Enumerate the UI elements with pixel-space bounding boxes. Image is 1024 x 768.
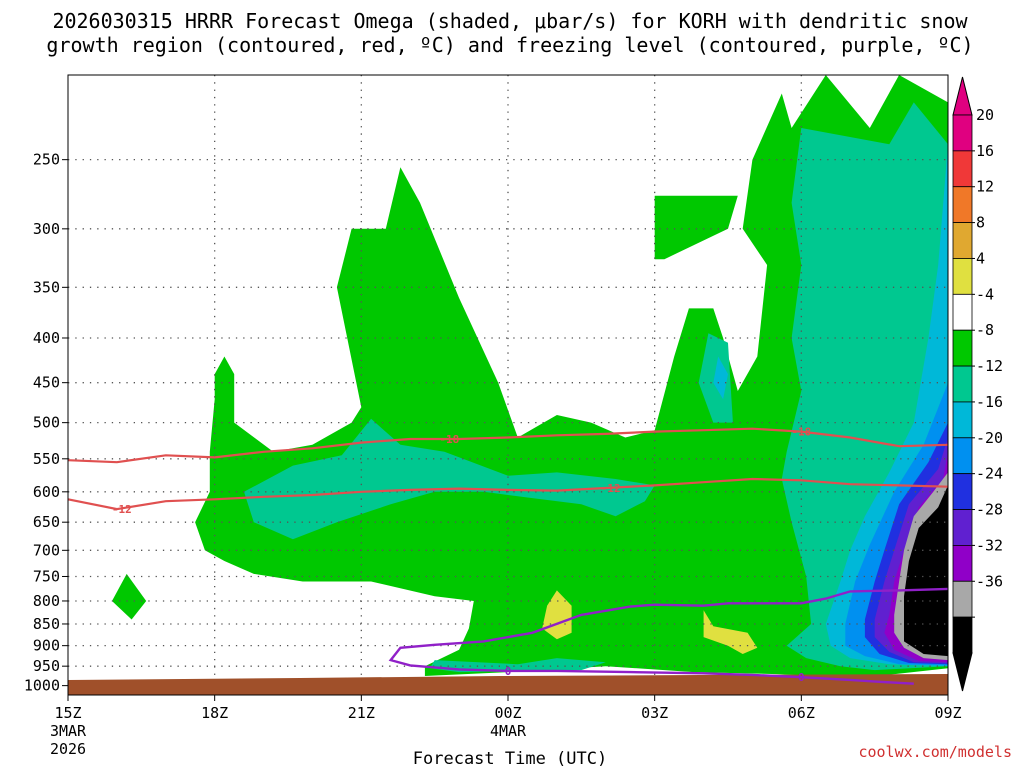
y-tick-label: 300 [33,220,60,238]
y-tick-label: 800 [33,592,60,610]
contour-line-2 [388,587,949,685]
omega-region-8 [713,356,728,400]
colorbar-swatch [952,545,973,582]
y-tick-label: 750 [33,567,60,585]
colorbar-label: -32 [976,536,1003,554]
colorbar-swatch [952,150,973,188]
contour-line-0 [67,427,949,464]
y-tick-label: 600 [33,483,60,501]
colorbar-swatch [952,580,973,618]
x-tick-label: 21Z [348,704,375,722]
colorbar-label: -20 [976,429,1003,447]
contour-label: -18 [791,426,811,439]
colorbar-swatch [952,329,973,367]
x-tick-label: 15Z [54,704,81,722]
y-tick-label: 550 [33,450,60,468]
colorbar-label: -36 [976,572,1003,590]
colorbar-swatch [952,473,973,510]
terrain [68,674,948,695]
colorbar-swatch [952,509,973,546]
colorbar-swatch [952,293,973,331]
chart-title-line-1: 2026030315 HRRR Forecast Omega (shaded, … [52,9,968,33]
watermark: coolwx.com/models [858,743,1012,761]
x-tick-label: 03Z [641,704,668,722]
x-tick-label: 09Z [934,704,961,722]
y-tick-label: 250 [33,151,60,169]
colorbar-swatch [952,186,973,224]
contour-label: -12 [112,503,132,516]
colorbar-label: 16 [976,142,994,160]
grid-lines [68,75,948,695]
omega-region-1 [112,573,147,620]
colorbar-label: -12 [976,357,1003,375]
y-tick-label: 400 [33,329,60,347]
colorbar-label: 8 [976,214,985,232]
colorbar-label: -28 [976,501,1003,519]
contour-line-1 [67,477,949,511]
y-tick-label: 700 [33,541,60,559]
colorbar-label: 20 [976,106,994,124]
y-axis: 250 300 350 400 450 500 550 600 650 700 750 800 850 9… [24,151,68,695]
plot-area: -18 -18 -12 -12 0 0 [67,74,949,696]
colorbar-label: -24 [976,465,1003,483]
x-tick-year: 2026 [50,740,86,758]
colorbar-label: -16 [976,393,1003,411]
x-tick-label: 06Z [788,704,815,722]
colorbar-swatch [952,365,973,403]
colorbar-swatch [952,222,973,259]
colorbar-label: 4 [976,249,985,267]
colorbar-swatch [952,114,973,152]
contour-label: 0 [798,671,805,684]
colorbar-over-arrow [952,76,973,116]
colorbar-label: -8 [976,321,994,339]
contour-label: -18 [439,433,459,446]
colorbar-swatch [952,437,973,475]
x-tick-date: 4MAR [490,722,527,740]
contour-label: 0 [505,665,512,678]
y-tick-label: 850 [33,615,60,633]
x-tick-label: 18Z [201,704,228,722]
colorbar-legend: 20 16 12 8 4 -4 -8 -12 -16 -20 -24 -28 -32 -36 [952,76,1003,692]
colorbar-label: 12 [976,178,994,196]
colorbar-swatch [952,401,973,439]
chart-title-line-2: growth region (contoured, red, ºC) and f… [46,33,973,57]
y-tick-label: 350 [33,278,60,296]
omega-region-2 [654,195,738,260]
y-tick-label: 1000 [24,677,60,695]
omega-region-16 [703,610,758,654]
y-tick-label: 950 [33,657,60,675]
omega-region-0 [195,75,949,678]
colorbar-label: -4 [976,285,994,303]
colorbar-swatch [952,616,973,654]
y-tick-label: 650 [33,513,60,531]
colorbar-under-arrow [952,652,973,692]
y-tick-label: 450 [33,374,60,392]
x-tick-date: 3MAR [50,722,87,740]
y-tick-label: 900 [33,637,60,655]
x-tick-label: 00Z [494,704,521,722]
x-axis-title: Forecast Time (UTC) [413,749,607,768]
contour-label: -12 [601,482,621,495]
y-tick-label: 500 [33,414,60,432]
temperature-contours: -18 -18 -12 -12 0 0 [67,426,949,685]
colorbar-swatch [952,258,973,295]
omega-region-14 [904,485,948,657]
omega-region-6 [429,658,606,673]
omega-region-4 [244,418,655,540]
